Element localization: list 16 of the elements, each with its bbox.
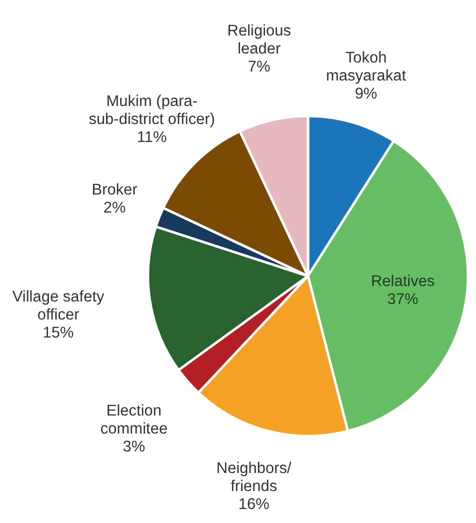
slice-label: Neighbors/friends xyxy=(216,460,292,495)
data-label: 11% xyxy=(136,128,168,146)
slice-label: Election commitee xyxy=(100,402,168,438)
slice-label: Broker xyxy=(92,182,138,199)
data-label: 16% xyxy=(238,496,270,513)
data-label: 37% xyxy=(387,291,419,308)
data-label: 15% xyxy=(42,324,74,342)
slice-label: Relatives xyxy=(370,273,435,290)
data-label: 3% xyxy=(122,438,146,456)
slice-label: Tokoh masyarakat xyxy=(326,49,407,84)
slice-label: Religious leader xyxy=(227,22,292,58)
slice-label: Mukim (para-sub-district officer) xyxy=(88,92,216,128)
data-label: 9% xyxy=(354,85,378,102)
data-label: 2% xyxy=(103,200,126,217)
data-label: 7% xyxy=(248,58,271,76)
slice-label: Village safety officer xyxy=(12,288,105,324)
